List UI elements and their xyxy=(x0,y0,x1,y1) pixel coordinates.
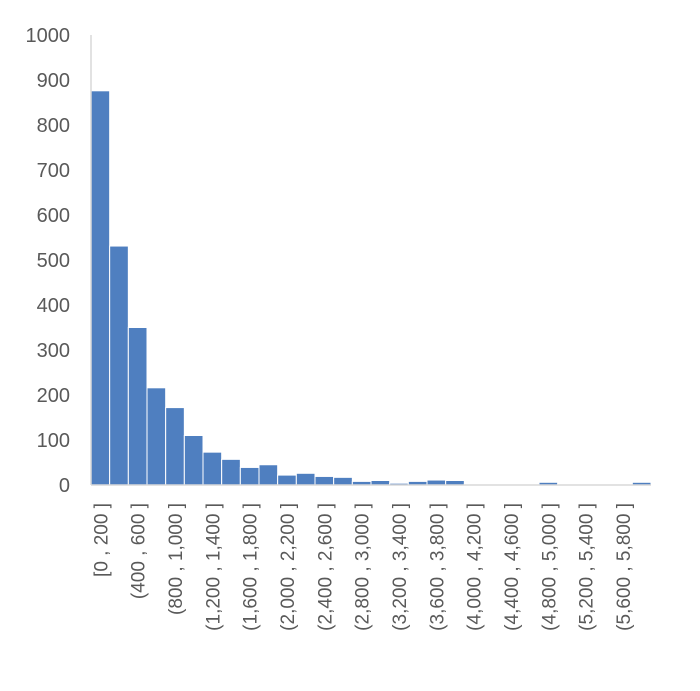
y-tick-label: 100 xyxy=(37,430,70,452)
x-tick-label: (1,200 , 1,400 ] xyxy=(203,503,224,631)
x-tick-label: (1,600 , 1,800 ] xyxy=(241,503,262,631)
y-tick-label: 0 xyxy=(59,475,70,497)
y-tick-label: 800 xyxy=(37,115,70,137)
histogram-bar xyxy=(127,327,148,486)
x-tick-label: (3,200 , 3,400 ] xyxy=(390,503,411,631)
histogram-bar xyxy=(109,245,129,486)
x-tick-label: (4,000 , 4,200 ] xyxy=(465,503,486,631)
x-tick-label: (800 , 1,000 ] xyxy=(166,503,187,615)
y-tick-label: 600 xyxy=(37,205,70,227)
histogram-bar xyxy=(146,387,167,486)
histogram-bar xyxy=(314,475,335,486)
y-tick-label: 300 xyxy=(37,340,70,362)
histogram-bar xyxy=(221,458,241,486)
y-tick-label: 500 xyxy=(37,250,70,272)
histogram-bar xyxy=(333,476,353,486)
x-tick-label: (2,800 , 3,000 ] xyxy=(353,503,374,631)
histogram-bar xyxy=(239,466,260,486)
histogram-bar xyxy=(90,90,111,486)
x-axis-ticks: [0 , 200 ] (400 , 600 ] (800 , 1,000 ] (1,2… xyxy=(91,503,635,631)
histogram-bar xyxy=(165,407,185,486)
y-axis-ticks: 0 100 200 300 400 500 600 700 800 900 1000 xyxy=(26,25,71,497)
histogram-bar xyxy=(202,451,223,486)
y-tick-label: 900 xyxy=(37,70,70,92)
y-tick-label: 400 xyxy=(37,295,70,317)
x-tick-label: (5,600 , 5,800 ] xyxy=(614,503,635,631)
x-tick-label: (2,400 , 2,600 ] xyxy=(315,503,336,631)
x-tick-label: (4,400 , 4,600 ] xyxy=(502,503,523,631)
y-tick-label: 1000 xyxy=(26,25,71,47)
bars-group xyxy=(90,90,652,486)
x-tick-label: (3,600 , 3,800 ] xyxy=(427,503,448,631)
x-tick-label: (5,200 , 5,400 ] xyxy=(577,503,598,631)
histogram-bar xyxy=(258,464,279,486)
x-tick-label: (4,800 , 5,000 ] xyxy=(539,503,560,631)
y-tick-label: 200 xyxy=(37,385,70,407)
histogram-bar xyxy=(277,474,297,486)
y-tick-label: 700 xyxy=(37,160,70,182)
x-tick-label: (2,000 , 2,200 ] xyxy=(278,503,299,631)
x-tick-label: [0 , 200 ] xyxy=(91,503,112,577)
histogram-bar xyxy=(183,435,204,486)
x-tick-label: (400 , 600 ] xyxy=(129,503,150,599)
histogram-bar xyxy=(295,472,316,486)
